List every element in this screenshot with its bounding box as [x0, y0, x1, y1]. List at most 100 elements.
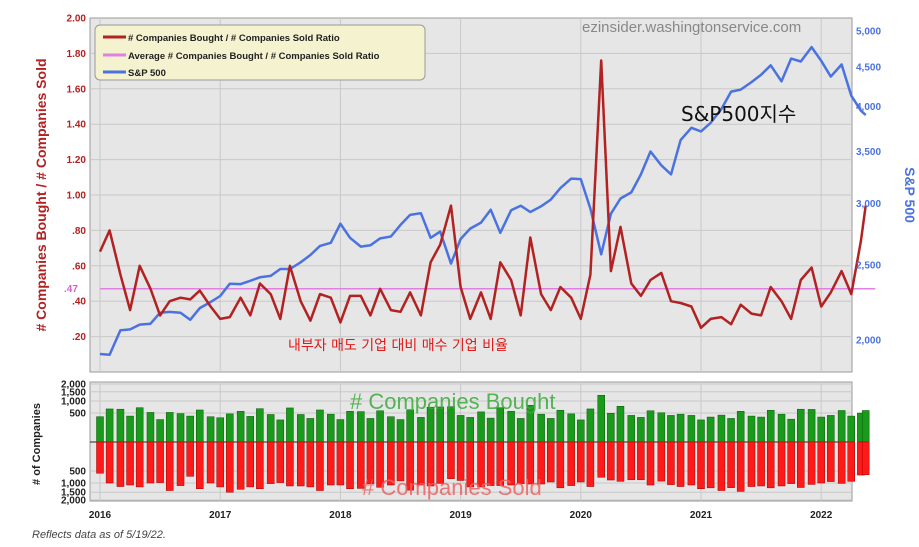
- sold-bar: [586, 441, 595, 487]
- right-tick-label: 3,500: [856, 147, 881, 158]
- bought-bar: [346, 411, 354, 443]
- bought-bar: [577, 419, 585, 443]
- sold-bar: [447, 441, 455, 479]
- bought-bar: [807, 409, 816, 443]
- bought-bar: [687, 415, 696, 443]
- sold-bar: [316, 441, 324, 491]
- right-tick-label: 2,000: [856, 336, 881, 347]
- bought-bar: [757, 416, 765, 443]
- right-tick-label: 2,500: [856, 260, 881, 271]
- bought-bar: [466, 417, 474, 443]
- sold-bar: [396, 441, 405, 482]
- sold-bar: [697, 441, 705, 490]
- sold-bar: [466, 441, 474, 488]
- bought-bar: [556, 409, 565, 443]
- bought-bar: [146, 412, 155, 443]
- bought-bar: [736, 411, 745, 443]
- bought-bar: [376, 410, 384, 443]
- bought-bar: [396, 419, 405, 443]
- sold-bar: [637, 441, 645, 481]
- sold-bar: [766, 441, 775, 489]
- bought-bar: [266, 414, 275, 443]
- left-tick-label: .60: [72, 261, 86, 272]
- right-tick-label: 3,000: [856, 199, 881, 210]
- sold-bar: [126, 441, 134, 486]
- bought-bar: [256, 408, 264, 443]
- sold-bar: [556, 441, 565, 489]
- sold-bar: [216, 441, 224, 488]
- sold-bar: [135, 441, 144, 488]
- sold-bar: [607, 441, 615, 481]
- sold-bar: [827, 441, 835, 482]
- bought-bar: [236, 411, 245, 443]
- bought-bar: [747, 415, 756, 443]
- sold-bar: [456, 441, 465, 481]
- sold-tick-label: 1,500: [61, 488, 86, 499]
- bought-bar: [116, 408, 125, 443]
- right-tick-label: 5,000: [856, 27, 881, 38]
- bought-bar: [567, 413, 575, 443]
- bought-bar: [597, 394, 605, 443]
- bought-bar: [306, 418, 315, 443]
- right-tick-label: 4,500: [856, 62, 881, 73]
- bought-overlay-label: # Companies Bought: [350, 389, 555, 414]
- lower-axis-title: # of Companies: [31, 403, 43, 485]
- bought-bar: [616, 405, 625, 443]
- sold-bar: [861, 441, 870, 476]
- bought-bar: [226, 413, 234, 443]
- ticks-group: .20 .40 .60 .80 1.00 1.20 1.40 1.60 1.80 2.00 2,00…: [61, 14, 881, 522]
- x-tick-label: 2016: [89, 510, 112, 521]
- bought-bar: [135, 407, 144, 443]
- sold-bar: [817, 441, 825, 484]
- bought-bar: [126, 415, 134, 443]
- bought-bar: [186, 415, 194, 443]
- sold-bar: [286, 441, 294, 487]
- bought-bar: [216, 417, 224, 443]
- sold-bar: [706, 441, 715, 489]
- ratio-korean-label: 내부자 매도 기업 대비 매수 기업 비율: [288, 338, 508, 354]
- right-axis-title: S&P 500: [902, 167, 918, 223]
- sold-bar: [736, 441, 745, 492]
- sold-bar: [266, 441, 275, 484]
- legend-label-sp500: S&P 500: [128, 68, 166, 79]
- sold-bar: [807, 441, 816, 485]
- sold-tick-label: 500: [69, 467, 86, 478]
- bought-bar: [777, 413, 786, 443]
- sp500-path: [99, 45, 867, 357]
- bars-group: [96, 394, 870, 493]
- sold-bar: [366, 441, 375, 484]
- sold-bar: [747, 441, 756, 487]
- sold-bar: [667, 441, 675, 485]
- legend-box: [94, 24, 426, 81]
- sold-bar: [537, 441, 545, 485]
- bought-bar: [327, 413, 335, 443]
- left-tick-label: 1.00: [67, 191, 87, 202]
- bought-bar: [366, 418, 375, 443]
- bought-bar: [797, 408, 805, 443]
- sold-bar: [96, 441, 104, 474]
- bought-tick-label: 500: [69, 409, 86, 420]
- sold-bar: [306, 441, 315, 488]
- sold-tick-label: 2,000: [61, 496, 86, 507]
- sold-bar: [226, 441, 234, 493]
- bought-bar: [336, 419, 345, 443]
- bought-bar: [456, 415, 465, 443]
- bought-bar: [607, 413, 615, 443]
- sold-bar: [176, 441, 185, 486]
- bought-tick-label: 1,000: [61, 396, 86, 407]
- bought-bar: [406, 409, 414, 443]
- sold-bar: [516, 441, 525, 484]
- sp500-line: [99, 45, 867, 357]
- sold-bar: [156, 441, 164, 483]
- sold-bar: [426, 441, 435, 487]
- bought-bar: [637, 417, 645, 443]
- bought-bar: [196, 409, 204, 443]
- bought-bar: [165, 412, 174, 443]
- bought-tick-label: 1,500: [61, 387, 86, 398]
- bought-bar: [537, 413, 545, 443]
- sold-bar: [196, 441, 204, 490]
- sold-bar: [105, 441, 114, 484]
- sold-bar: [236, 441, 245, 490]
- bought-bar: [706, 416, 715, 443]
- sold-bar: [246, 441, 254, 488]
